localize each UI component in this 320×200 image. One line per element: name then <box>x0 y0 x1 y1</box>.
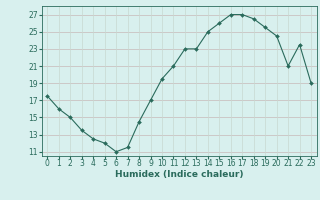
X-axis label: Humidex (Indice chaleur): Humidex (Indice chaleur) <box>115 170 244 179</box>
